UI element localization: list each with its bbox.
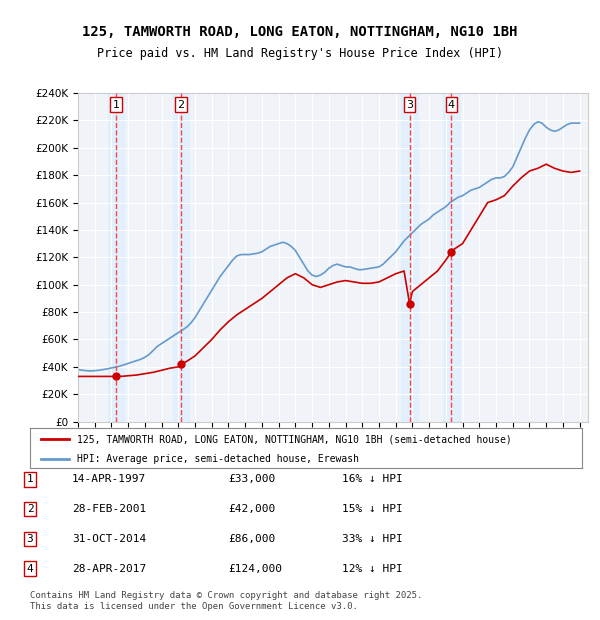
Text: 28-FEB-2001: 28-FEB-2001 [72, 504, 146, 514]
Bar [443, 93, 460, 422]
Bar [108, 93, 124, 422]
Text: 2: 2 [178, 100, 185, 110]
Bar [401, 93, 418, 422]
Text: 125, TAMWORTH ROAD, LONG EATON, NOTTINGHAM, NG10 1BH: 125, TAMWORTH ROAD, LONG EATON, NOTTINGH… [82, 25, 518, 39]
Text: 31-OCT-2014: 31-OCT-2014 [72, 534, 146, 544]
Text: 12% ↓ HPI: 12% ↓ HPI [342, 564, 403, 574]
Bar [173, 93, 190, 422]
Text: 3: 3 [26, 534, 34, 544]
Text: 16% ↓ HPI: 16% ↓ HPI [342, 474, 403, 484]
Text: 2: 2 [26, 504, 34, 514]
Text: 1: 1 [113, 100, 119, 110]
Text: 4: 4 [448, 100, 455, 110]
Text: 3: 3 [406, 100, 413, 110]
Text: 15% ↓ HPI: 15% ↓ HPI [342, 504, 403, 514]
Text: HPI: Average price, semi-detached house, Erewash: HPI: Average price, semi-detached house,… [77, 454, 359, 464]
Text: Price paid vs. HM Land Registry's House Price Index (HPI): Price paid vs. HM Land Registry's House … [97, 46, 503, 60]
Text: £86,000: £86,000 [228, 534, 275, 544]
Text: 1: 1 [26, 474, 34, 484]
Text: 125, TAMWORTH ROAD, LONG EATON, NOTTINGHAM, NG10 1BH (semi-detached house): 125, TAMWORTH ROAD, LONG EATON, NOTTINGH… [77, 434, 512, 444]
Text: £124,000: £124,000 [228, 564, 282, 574]
Text: 33% ↓ HPI: 33% ↓ HPI [342, 534, 403, 544]
Text: 14-APR-1997: 14-APR-1997 [72, 474, 146, 484]
Text: 28-APR-2017: 28-APR-2017 [72, 564, 146, 574]
Text: Contains HM Land Registry data © Crown copyright and database right 2025.
This d: Contains HM Land Registry data © Crown c… [30, 591, 422, 611]
Text: £42,000: £42,000 [228, 504, 275, 514]
Text: £33,000: £33,000 [228, 474, 275, 484]
Text: 4: 4 [26, 564, 34, 574]
